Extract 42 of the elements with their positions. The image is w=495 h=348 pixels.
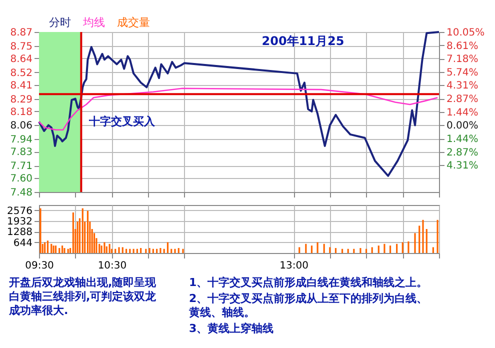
y-tick-label: 7.83 <box>10 147 32 158</box>
line-series <box>38 31 440 177</box>
text: 1、十字交叉买点前形成白线在黄线和轴线之上。 <box>189 276 428 289</box>
y-tick-label: 8.18 <box>10 106 32 118</box>
annotation: 十字交叉买入 <box>88 115 156 128</box>
y2-tick-label: 4.31% <box>446 160 478 172</box>
y-tick-label: 7.60 <box>10 174 32 185</box>
y-tick-label: 8.41 <box>10 80 32 92</box>
line-series <box>38 88 438 130</box>
y-tick-label: 8.52 <box>10 68 32 79</box>
y2-tick-label: 1.44% <box>446 107 478 118</box>
text: 均线 <box>82 16 105 29</box>
text: 3、黄线上穿轴线 <box>189 322 274 335</box>
text: 2、十字交叉买点前形成从上至下的排列为白线、黄线、轴线。 <box>188 292 428 319</box>
y-tick-label: 7.94 <box>10 134 32 146</box>
y-tick-label: 644 <box>13 238 32 249</box>
text: 分时 <box>49 16 71 29</box>
y-tick-label: 8.29 <box>10 94 32 106</box>
y2-tick-label: 2.87% <box>446 147 478 158</box>
y-tick-label: 1288 <box>7 227 32 238</box>
y2-tick-label: 2.87% <box>446 94 478 106</box>
annotation: 200年11月25 <box>262 34 344 48</box>
y-tick-label: 1932 <box>7 216 32 228</box>
text: 开盘后双龙戏轴出现,随即呈现白黄轴三线排列,可判定该双龙成功率很大. <box>8 276 158 317</box>
y-tick-label: 7.71 <box>10 161 32 172</box>
y-tick-label: 8.06 <box>10 120 32 132</box>
y-tick-label: 7.48 <box>10 188 32 198</box>
y2-tick-label: 7.18% <box>446 54 478 66</box>
y2-tick-label: 8.61% <box>446 40 478 52</box>
text: 成交量 <box>117 16 150 29</box>
y2-tick-label: 1.44% <box>446 134 478 146</box>
y2-tick-label: 4.31% <box>446 80 478 92</box>
y2-tick-label: 0.00% <box>446 120 478 132</box>
x-tick-label: 13:00 <box>280 260 308 272</box>
y-tick-label: 2576 <box>7 206 32 217</box>
y2-tick-label: 10.05% <box>446 28 485 38</box>
x-tick-label: 09:30 <box>25 260 54 272</box>
y-tick-label: 8.87 <box>10 28 32 38</box>
y-tick-label: 8.75 <box>10 41 32 52</box>
x-tick-label: 10:30 <box>98 260 127 272</box>
y-tick-label: 8.64 <box>10 54 32 65</box>
y2-tick-label: 5.74% <box>446 67 478 78</box>
